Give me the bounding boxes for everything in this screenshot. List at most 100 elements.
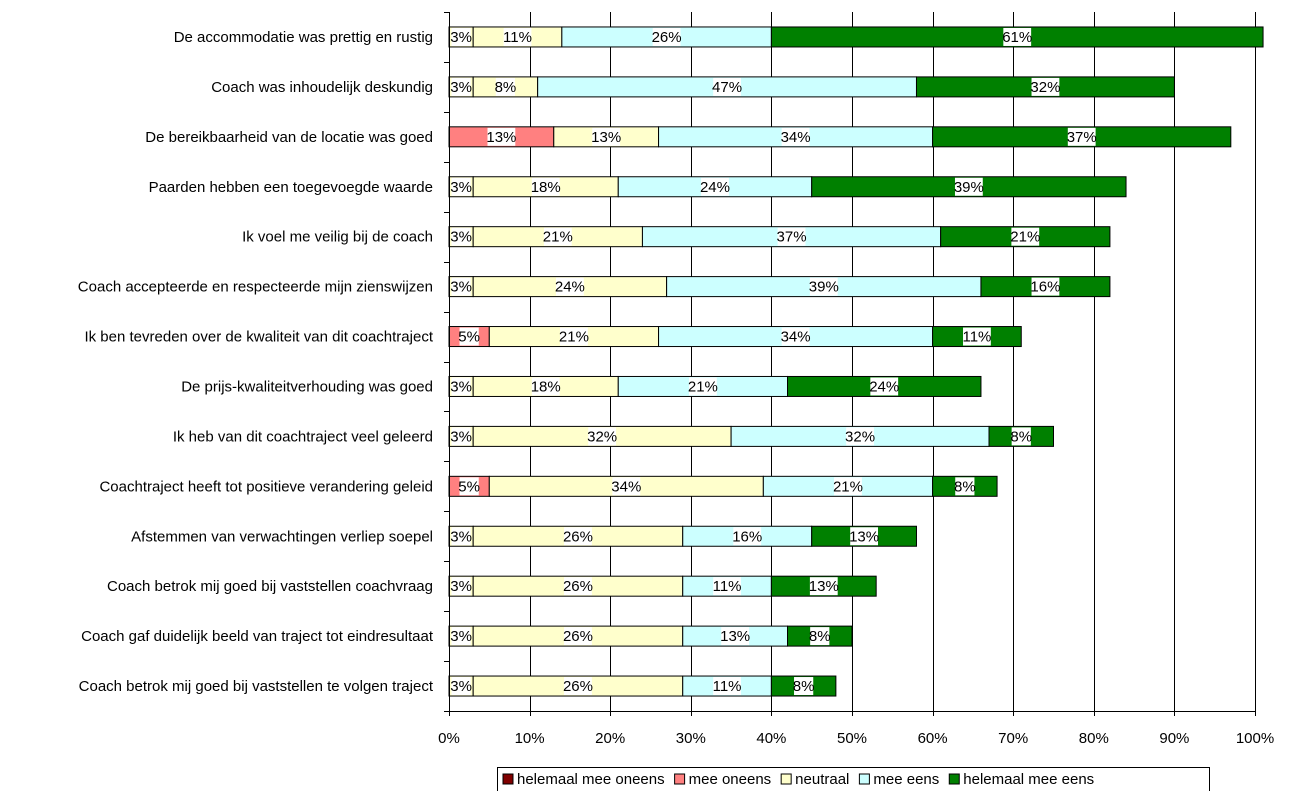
data-label: 16%	[732, 528, 762, 545]
data-label: 8%	[809, 628, 831, 645]
x-tick-label: 100%	[1236, 730, 1274, 747]
data-label-bg	[809, 277, 838, 296]
data-label-bg	[556, 277, 584, 296]
data-label-bg	[612, 477, 641, 496]
data-label-bg	[531, 177, 560, 196]
category-label: Coachtraject heeft tot positieve verande…	[99, 478, 433, 495]
category-labels: De accommodatie was prettig en rustig Coa…	[78, 29, 434, 695]
data-label-bg	[701, 177, 729, 196]
data-label-bg	[451, 627, 471, 646]
data-label-bg	[809, 577, 838, 596]
data-label-bg	[564, 527, 592, 546]
data-label: 34%	[781, 129, 811, 146]
data-label-bg	[459, 327, 479, 346]
data-label-bg	[588, 427, 617, 446]
data-label-bg	[781, 327, 810, 346]
data-label: 21%	[688, 378, 718, 395]
data-label: 39%	[954, 179, 984, 196]
data-label: 26%	[563, 528, 593, 545]
data-label: 3%	[450, 279, 472, 296]
x-tick-label: 70%	[998, 730, 1028, 747]
axes: 0% 10% 20% 30% 40% 50% 60% 70% 80% 90% 100%	[438, 12, 1274, 747]
legend-label: mee oneens	[689, 771, 772, 788]
data-label: 11%	[503, 29, 532, 46]
data-label-bg	[713, 577, 741, 596]
data-label: 13%	[591, 129, 621, 146]
category-label: Paarden hebben een toegevoegde waarde	[149, 179, 433, 196]
data-label: 3%	[450, 428, 472, 445]
data-label: 11%	[962, 329, 991, 346]
data-label: 3%	[450, 229, 472, 246]
data-label: 37%	[1067, 129, 1097, 146]
x-tick-label: 80%	[1079, 730, 1109, 747]
data-label: 16%	[1030, 279, 1060, 296]
data-label: 3%	[450, 678, 472, 695]
category-label: Ik heb van dit coachtraject veel geleerd	[173, 428, 433, 445]
data-label: 18%	[531, 179, 561, 196]
data-label-bg	[1011, 227, 1040, 246]
data-label-bg	[451, 77, 471, 96]
category-label: De prijs-kwaliteitverhouding was goed	[181, 378, 433, 395]
legend-swatch	[858, 773, 870, 785]
data-label-bg	[495, 77, 516, 96]
x-tick-label: 40%	[756, 730, 786, 747]
category-label: Afstemmen van verwachtingen verliep soep…	[131, 528, 433, 545]
data-label: 5%	[458, 478, 480, 495]
data-label: 32%	[1030, 79, 1060, 96]
x-tick-label: 50%	[837, 730, 867, 747]
data-label: 34%	[611, 478, 641, 495]
data-label-bg	[451, 27, 471, 46]
data-label: 3%	[450, 528, 472, 545]
data-label: 11%	[713, 578, 742, 595]
data-label: 18%	[531, 378, 561, 395]
gridlines	[530, 12, 1256, 711]
data-label: 13%	[486, 129, 516, 146]
data-label: 8%	[1010, 428, 1032, 445]
data-label: 13%	[849, 528, 879, 545]
data-label: 26%	[563, 628, 593, 645]
data-label-bg	[954, 177, 983, 196]
data-label-bg	[451, 427, 471, 446]
data-label-bg	[955, 477, 975, 496]
legend-label: helemaal mee oneens	[517, 771, 665, 788]
category-label: Ik voel me veilig bij de coach	[242, 229, 433, 246]
data-label-bg	[487, 127, 516, 146]
x-tick-label: 0%	[438, 730, 460, 747]
data-label-bg	[1003, 27, 1032, 46]
data-label: 3%	[450, 578, 472, 595]
category-label: Coach accepteerde en respecteerde mijn z…	[78, 279, 433, 296]
data-labels: 3% 11% 26% 61% 3% 8% 47% 32% 13% 13% 34% 37% 3% 18% 24…	[450, 27, 1097, 696]
data-label-bg	[781, 127, 810, 146]
data-label: 13%	[720, 628, 750, 645]
data-label: 24%	[700, 179, 730, 196]
category-label: Coach gaf duidelijk beeld van traject to…	[81, 628, 434, 645]
data-label-bg	[531, 377, 560, 396]
legend-swatch	[948, 773, 960, 785]
data-label-bg	[963, 327, 991, 346]
data-label-bg	[688, 377, 717, 396]
data-label: 61%	[1002, 29, 1032, 46]
data-label-bg	[451, 177, 471, 196]
data-label-bg	[1031, 77, 1060, 96]
data-label: 47%	[712, 79, 742, 96]
x-tick-label: 30%	[676, 730, 706, 747]
data-label: 26%	[563, 678, 593, 695]
data-label: 3%	[450, 79, 472, 96]
data-label: 3%	[450, 378, 472, 395]
data-label-bg	[834, 477, 862, 496]
data-label: 3%	[450, 628, 472, 645]
legend-label: helemaal mee eens	[963, 771, 1094, 788]
data-label-bg	[451, 277, 471, 296]
x-tick-label: 10%	[515, 730, 545, 747]
data-label: 39%	[809, 279, 839, 296]
data-label: 34%	[781, 329, 811, 346]
x-tick-label: 60%	[918, 730, 948, 747]
data-label-bg	[592, 127, 621, 146]
data-label: 21%	[1010, 229, 1040, 246]
legend-swatch	[502, 773, 514, 785]
data-label: 26%	[652, 29, 682, 46]
data-label-bg	[1067, 127, 1096, 146]
data-label-bg	[733, 527, 762, 546]
data-label: 32%	[587, 428, 617, 445]
data-label-bg	[543, 227, 572, 246]
